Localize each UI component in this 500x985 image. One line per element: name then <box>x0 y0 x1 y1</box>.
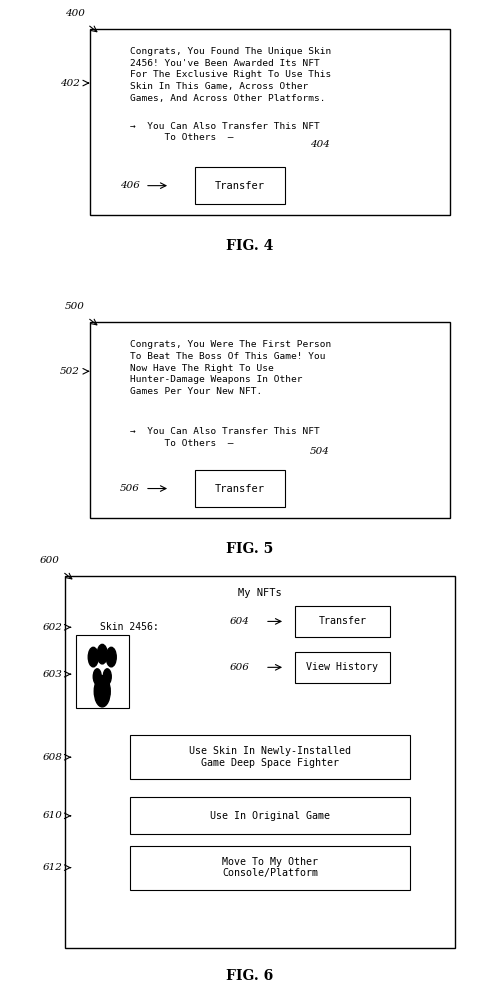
FancyBboxPatch shape <box>130 797 410 834</box>
FancyBboxPatch shape <box>65 576 455 948</box>
Text: 402: 402 <box>60 79 80 88</box>
Text: 400: 400 <box>65 9 85 18</box>
FancyBboxPatch shape <box>195 167 285 204</box>
Text: Use In Original Game: Use In Original Game <box>210 811 330 821</box>
Text: 603: 603 <box>42 670 62 679</box>
FancyBboxPatch shape <box>76 635 128 708</box>
Text: →  You Can Also Transfer This NFT
      To Others  –: → You Can Also Transfer This NFT To Othe… <box>130 121 320 142</box>
Circle shape <box>88 647 98 667</box>
Text: Congrats, You Found The Unique Skin
2456! You've Been Awarded Its NFT
For The Ex: Congrats, You Found The Unique Skin 2456… <box>130 47 331 103</box>
Text: 612: 612 <box>42 863 62 872</box>
Text: 606: 606 <box>230 663 250 672</box>
FancyBboxPatch shape <box>90 322 450 518</box>
Circle shape <box>97 644 107 664</box>
FancyBboxPatch shape <box>295 606 390 637</box>
Text: 506: 506 <box>120 484 140 493</box>
Text: View History: View History <box>306 662 378 673</box>
Text: Move To My Other
Console/Platform: Move To My Other Console/Platform <box>222 857 318 879</box>
Text: 610: 610 <box>42 812 62 821</box>
Text: →  You Can Also Transfer This NFT
      To Others  –: → You Can Also Transfer This NFT To Othe… <box>130 427 320 448</box>
Circle shape <box>104 669 111 685</box>
FancyBboxPatch shape <box>90 30 450 215</box>
Text: 404: 404 <box>310 140 330 149</box>
FancyBboxPatch shape <box>195 470 285 507</box>
Text: 604: 604 <box>230 617 250 625</box>
Text: 600: 600 <box>40 556 60 564</box>
Text: Skin 2456:: Skin 2456: <box>100 623 159 632</box>
Text: 602: 602 <box>42 623 62 631</box>
FancyBboxPatch shape <box>295 652 390 683</box>
Text: Transfer: Transfer <box>215 484 265 493</box>
Text: Congrats, You Were The First Person
To Beat The Boss Of This Game! You
Now Have : Congrats, You Were The First Person To B… <box>130 340 331 396</box>
FancyBboxPatch shape <box>130 846 410 889</box>
Text: FIG. 5: FIG. 5 <box>226 543 274 557</box>
FancyBboxPatch shape <box>130 735 410 779</box>
Circle shape <box>93 669 101 685</box>
Text: 608: 608 <box>42 753 62 761</box>
Text: My NFTs: My NFTs <box>238 588 282 598</box>
Text: FIG. 6: FIG. 6 <box>226 969 274 983</box>
Text: 502: 502 <box>60 366 80 376</box>
Text: Transfer: Transfer <box>318 617 366 626</box>
Text: FIG. 4: FIG. 4 <box>226 239 274 253</box>
Text: 504: 504 <box>310 447 330 456</box>
Circle shape <box>106 647 116 667</box>
Text: Transfer: Transfer <box>215 180 265 191</box>
Text: 406: 406 <box>120 181 140 190</box>
Circle shape <box>94 676 110 707</box>
Text: 500: 500 <box>65 301 85 310</box>
Text: Use Skin In Newly-Installed
Game Deep Space Fighter: Use Skin In Newly-Installed Game Deep Sp… <box>189 747 351 768</box>
